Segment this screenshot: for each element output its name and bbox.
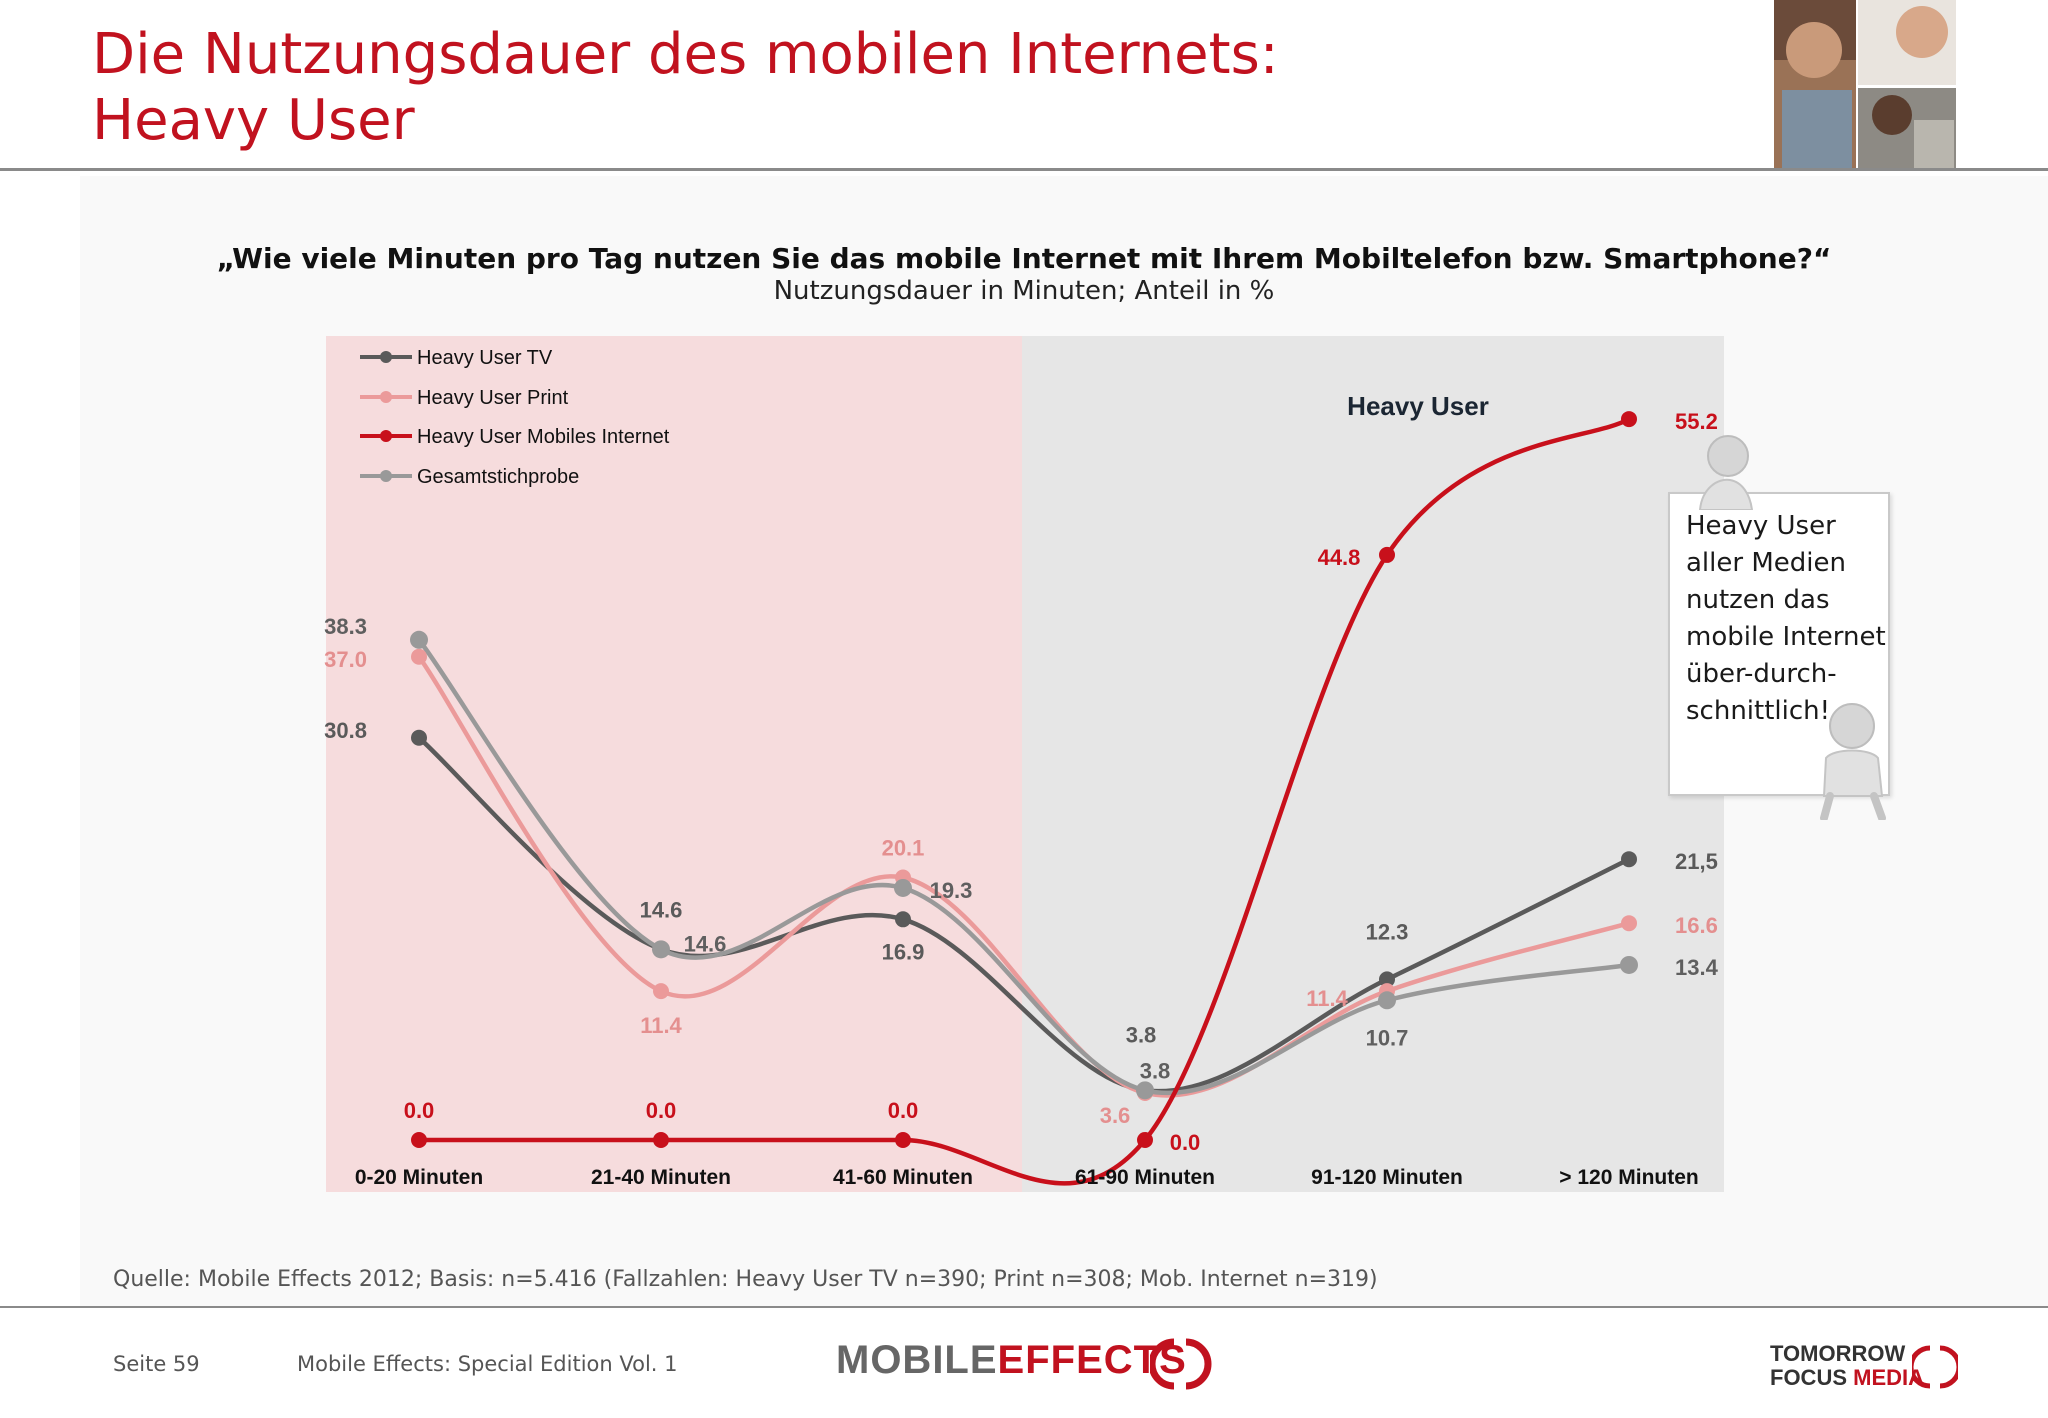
heavy-user-panel bbox=[1022, 336, 1724, 1192]
x-tick-label: > 120 Minuten bbox=[1559, 1166, 1698, 1189]
mobile-effects-logo-mark-icon bbox=[1150, 1338, 1212, 1390]
x-tick-label: 21-40 Minuten bbox=[591, 1166, 731, 1189]
data-point-tv bbox=[1621, 851, 1637, 868]
data-label-print: 16.6 bbox=[1675, 913, 1718, 938]
header-photo-collage bbox=[1774, 0, 1956, 170]
data-label-mobile: 0.0 bbox=[646, 1098, 677, 1123]
data-label-total: 13.4 bbox=[1675, 955, 1719, 980]
legend-entry: Heavy User TV bbox=[417, 347, 553, 369]
data-point-tv bbox=[411, 729, 427, 746]
header-divider bbox=[0, 168, 2048, 171]
x-tick-label: 91-120 Minuten bbox=[1311, 1166, 1463, 1189]
data-point-total bbox=[1136, 1081, 1154, 1100]
data-label-mobile: 0.0 bbox=[404, 1098, 435, 1123]
series-line-tv bbox=[417, 736, 1631, 1094]
chart-subtitle: Nutzungsdauer in Minuten; Anteil in % bbox=[773, 276, 1275, 306]
data-label-mobile: 55.2 bbox=[1675, 409, 1718, 434]
data-label-tv: 12.3 bbox=[1366, 919, 1409, 944]
data-point-total bbox=[1620, 955, 1638, 974]
data-point-mobile bbox=[895, 1132, 911, 1148]
data-point-tv bbox=[1379, 971, 1395, 988]
data-label-mobile: 0.0 bbox=[888, 1098, 919, 1123]
data-point-mobile bbox=[1137, 1132, 1153, 1148]
data-point-tv bbox=[895, 911, 911, 928]
callout-text: Heavy User aller Medien nutzen das mobil… bbox=[1686, 511, 1886, 726]
data-point-total bbox=[894, 878, 912, 897]
logo-text-focus: FOCUS bbox=[1770, 1365, 1847, 1390]
data-label-total: 19.3 bbox=[930, 878, 973, 903]
legend-entry: Heavy User Mobiles Internet bbox=[417, 426, 670, 448]
data-point-mobile bbox=[411, 1132, 427, 1148]
light-user-panel bbox=[326, 336, 1022, 1192]
data-point-total bbox=[410, 630, 428, 649]
page-number: Seite 59 bbox=[113, 1352, 200, 1376]
figure-top-icon bbox=[1698, 435, 1754, 510]
data-label-print: 11.4 bbox=[1306, 986, 1348, 1011]
logo-text-mobile: MOBILE bbox=[836, 1338, 998, 1382]
x-tick-label: 61-90 Minuten bbox=[1075, 1166, 1215, 1189]
region-label: Heavy User bbox=[1347, 391, 1489, 421]
data-point-total bbox=[1378, 991, 1396, 1010]
mobile-effects-logo: MOBILEEFFECTS bbox=[836, 1338, 1187, 1383]
x-tick-label: 0-20 Minuten bbox=[355, 1166, 483, 1189]
data-label-total: 38.3 bbox=[324, 614, 367, 639]
data-point-print bbox=[1621, 915, 1637, 932]
data-point-mobile bbox=[653, 1132, 669, 1148]
data-label-print: 3.6 bbox=[1100, 1103, 1131, 1128]
data-point-print bbox=[411, 648, 427, 665]
tomorrow-focus-media-logo: TOMORROW FOCUS MEDIA bbox=[1770, 1342, 1924, 1390]
data-label-total: 3.8 bbox=[1140, 1058, 1171, 1083]
legend-swatch-dot bbox=[380, 351, 392, 363]
slide-title: Die Nutzungsdauer des mobilen Internets:… bbox=[92, 22, 1279, 154]
edition-label: Mobile Effects: Special Edition Vol. 1 bbox=[297, 1352, 678, 1376]
data-label-tv: 30.8 bbox=[324, 718, 367, 743]
legend-swatch-dot bbox=[380, 391, 392, 403]
data-label-total: 14.6 bbox=[684, 931, 727, 956]
source-note: Quelle: Mobile Effects 2012; Basis: n=5.… bbox=[113, 1267, 1378, 1292]
title-line-1: Die Nutzungsdauer des mobilen Internets: bbox=[92, 22, 1279, 87]
figure-bottom-icon bbox=[1820, 703, 1886, 820]
legend-entry: Gesamtstichprobe bbox=[417, 466, 579, 488]
data-label-tv: 14.6 bbox=[640, 897, 683, 922]
data-point-mobile bbox=[1379, 546, 1395, 563]
data-label-print: 20.1 bbox=[882, 835, 925, 860]
legend-swatch-dot bbox=[380, 470, 392, 482]
data-label-tv: 21,5 bbox=[1675, 849, 1718, 874]
data-point-print bbox=[653, 983, 669, 1000]
data-label-print: 11.4 bbox=[640, 1013, 682, 1038]
data-point-mobile bbox=[1621, 411, 1637, 428]
tomorrow-focus-media-logo-mark-icon bbox=[1912, 1345, 1958, 1389]
data-point-total bbox=[652, 940, 670, 959]
footer-divider bbox=[0, 1306, 2048, 1308]
data-label-tv: 3.8 bbox=[1126, 1022, 1157, 1047]
data-label-mobile: 44.8 bbox=[1318, 545, 1361, 570]
legend-swatch-dot bbox=[380, 430, 392, 442]
x-tick-label: 41-60 Minuten bbox=[833, 1166, 973, 1189]
data-label-mobile: 0.0 bbox=[1170, 1130, 1201, 1155]
survey-question: „Wie viele Minuten pro Tag nutzen Sie da… bbox=[216, 242, 1832, 275]
logo-text-tomorrow: TOMORROW bbox=[1770, 1341, 1906, 1366]
data-label-print: 37.0 bbox=[324, 647, 367, 672]
title-line-2: Heavy User bbox=[92, 88, 415, 153]
legend-entry: Heavy User Print bbox=[417, 387, 569, 409]
data-label-total: 10.7 bbox=[1366, 1025, 1409, 1050]
data-label-tv: 16.9 bbox=[882, 939, 925, 964]
callout-box: Heavy User aller Medien nutzen das mobil… bbox=[1668, 492, 1890, 796]
